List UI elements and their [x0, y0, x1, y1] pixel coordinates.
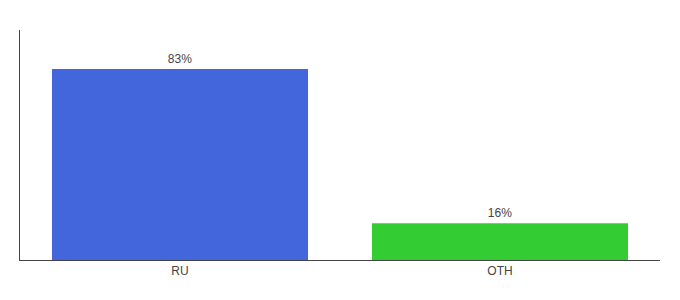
svg-text:OTH: OTH — [487, 264, 512, 278]
svg-text:83%: 83% — [168, 52, 192, 66]
svg-text:RU: RU — [171, 264, 188, 278]
svg-text:16%: 16% — [488, 206, 512, 220]
